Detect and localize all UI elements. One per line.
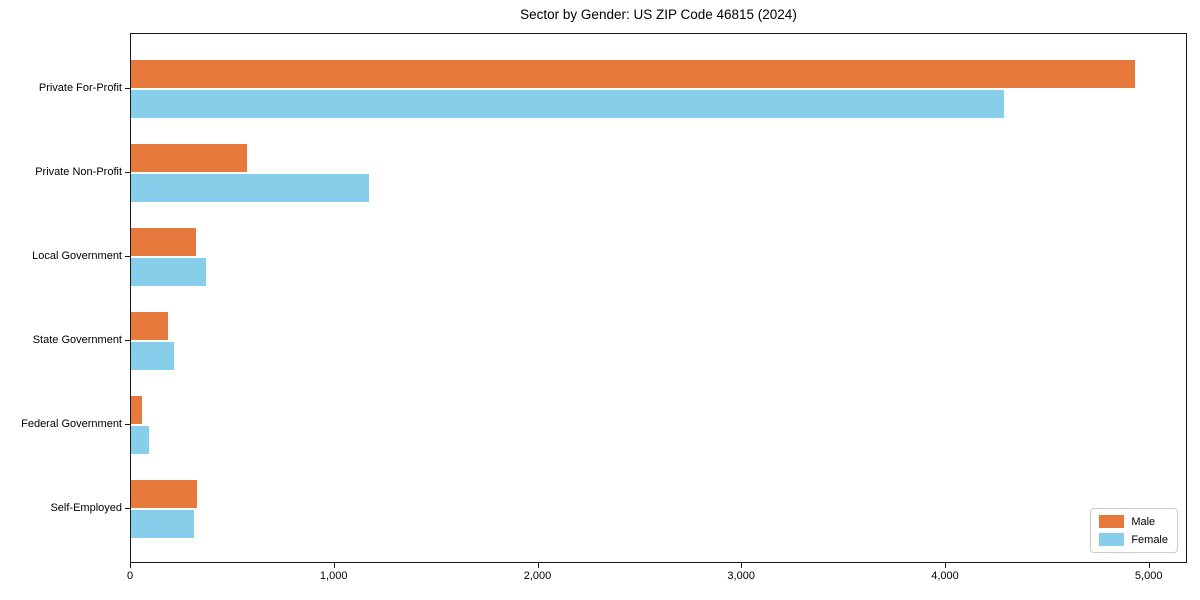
y-tick-mark (125, 340, 130, 342)
x-tick-mark (1148, 563, 1150, 568)
bar-male-private-non-profit (131, 144, 247, 172)
x-tick-label-5000: 5,000 (1134, 570, 1163, 582)
y-tick-label-local-government: Local Government (32, 250, 122, 262)
x-tick-mark (537, 563, 539, 568)
x-tick-mark (945, 563, 947, 568)
y-tick-label-private-non-profit: Private Non-Profit (35, 166, 122, 178)
y-tick-mark (125, 508, 130, 510)
x-tick-label-3000: 3,000 (727, 570, 755, 582)
y-tick-label-private-for-profit: Private For-Profit (38, 82, 122, 94)
legend-item-female: Female (1099, 533, 1168, 546)
x-tick-label-1000: 1,000 (319, 570, 348, 582)
bar-female-self-employed (131, 510, 195, 538)
bar-female-private-for-profit (131, 90, 1004, 118)
legend-item-male: Male (1099, 515, 1168, 528)
x-tick-mark (741, 563, 743, 568)
y-tick-mark (125, 172, 130, 174)
bar-female-private-non-profit (131, 174, 370, 202)
x-tick-label-0: 0 (126, 570, 134, 582)
bar-female-federal-government (131, 426, 150, 454)
legend-swatch-female (1099, 533, 1125, 546)
y-tick-mark (125, 88, 130, 90)
legend-swatch-male (1099, 515, 1125, 528)
legend-label-female: Female (1131, 533, 1168, 546)
bar-male-self-employed (131, 480, 197, 508)
plot-area (130, 33, 1187, 563)
y-tick-label-federal-government: Federal Government (21, 418, 122, 430)
y-tick-label-state-government: State Government (32, 334, 122, 346)
bar-male-private-for-profit (131, 60, 1136, 88)
y-tick-mark (125, 424, 130, 426)
y-tick-mark (125, 256, 130, 258)
y-tick-label-self-employed: Self-Employed (50, 502, 122, 514)
legend: Male Female (1090, 508, 1178, 553)
chart-title: Sector by Gender: US ZIP Code 46815 (202… (520, 7, 797, 22)
bar-male-state-government (131, 312, 168, 340)
bar-male-local-government (131, 228, 197, 256)
x-tick-label-2000: 2,000 (523, 570, 552, 582)
legend-label-male: Male (1131, 515, 1156, 528)
bar-female-state-government (131, 342, 174, 370)
x-tick-mark (333, 563, 335, 568)
x-tick-mark (130, 563, 132, 568)
bar-female-local-government (131, 258, 206, 286)
x-tick-label-4000: 4,000 (931, 570, 959, 582)
bar-male-federal-government (131, 396, 143, 424)
